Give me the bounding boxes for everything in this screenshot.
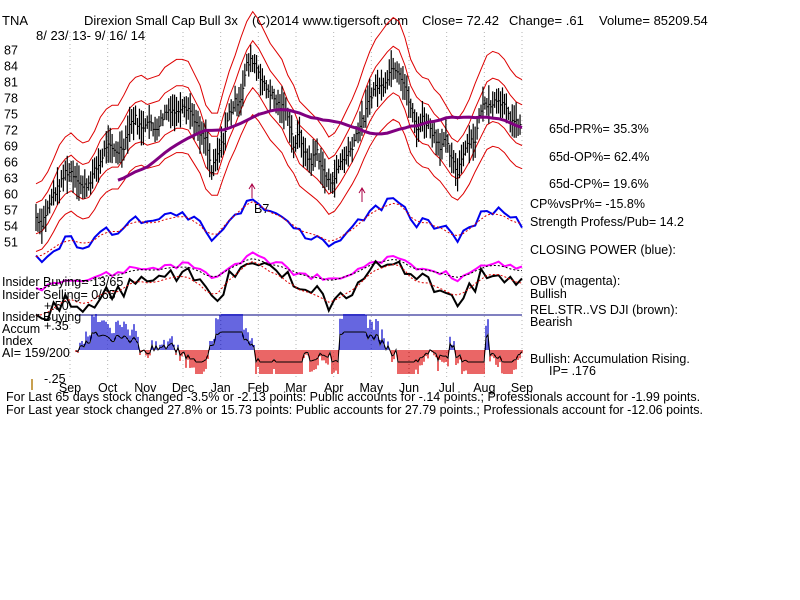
accumulation-histogram [75, 314, 523, 374]
up-arrow-head [358, 187, 366, 194]
y-tick-label: 51 [4, 235, 18, 249]
x-tick-label: May [360, 381, 384, 395]
closing-power-line [35, 197, 523, 264]
y-tick-label: 63 [4, 171, 18, 185]
y-tick-label: 81 [4, 75, 18, 89]
accum-label: Accum [2, 322, 40, 336]
closing-power-label: CLOSING POWER (blue): [530, 243, 676, 257]
moving-average-line [117, 108, 523, 182]
change-value: Change= .61 [509, 13, 584, 28]
up-arrow-head [248, 183, 256, 190]
x-tick-label: Feb [248, 381, 270, 395]
inner-upper-band [35, 39, 523, 204]
stock-name: Direxion Small Cap Bull 3x [84, 13, 238, 28]
y-axis-labels: 87 84 81 78 75 72 69 66 63 60 57 54 51 [4, 43, 18, 249]
x-tick-label: Oct [98, 381, 118, 395]
x-axis-labels: Sep Oct Nov Dec Jan Feb Mar Apr May Jun Jul Aug Sep [59, 381, 533, 395]
date-range: 8/ 23/ 13- 9/ 16/ 14 [36, 28, 145, 43]
obv-ma-line [35, 258, 523, 290]
plus35-label: +.35 [44, 319, 69, 333]
x-tick-label: Dec [172, 381, 194, 395]
y-tick-label: 78 [4, 91, 18, 105]
x-tick-label: Jul [439, 381, 455, 395]
upper-band [35, 10, 523, 185]
closing-power-ma-line [35, 201, 523, 258]
plus50-label: +.50 [44, 299, 69, 313]
x-tick-label: Apr [324, 381, 343, 395]
cpvspr-label: CP%vsPr%= -15.8% [530, 197, 645, 211]
index-label: Index [2, 334, 33, 348]
envelope-bands [35, 10, 523, 252]
inner-lower-band [35, 86, 523, 235]
footer-line-2: For Last year stock changed 27.8% or 15.… [6, 403, 703, 417]
accum-label-right: Bullish: Accumulation Rising. [530, 352, 690, 366]
ip-label: IP= .176 [549, 364, 596, 378]
op-label: 65d-OP%= 62.4% [549, 150, 649, 164]
b7-annotation: B7 [254, 202, 269, 216]
cp-label: 65d-CP%= 19.6% [549, 177, 649, 191]
relative-strength-line [35, 259, 523, 321]
x-tick-label: Aug [473, 381, 495, 395]
y-tick-label: 72 [4, 123, 18, 137]
lower-band [35, 113, 523, 252]
footer-line-1: For Last 65 days stock changed -3.5% or … [6, 390, 700, 404]
source: (C)2014 www.tigersoft.com [252, 13, 408, 28]
y-tick-label: 84 [4, 59, 18, 73]
y-tick-label: 69 [4, 139, 18, 153]
insider-buying-label: Insider Buying= 13/65 [2, 275, 123, 289]
close-value: Close= 72.42 [422, 13, 499, 28]
y-tick-label: 60 [4, 187, 18, 201]
y-tick-label: 75 [4, 107, 18, 121]
insider-buying-label-2: Insider Buying [2, 310, 81, 324]
obv-state-label: Bullish [530, 287, 567, 301]
x-tick-label: Jun [399, 381, 419, 395]
y-tick-label: 66 [4, 155, 18, 169]
x-tick-label: Jan [211, 381, 231, 395]
signal-arrows [248, 183, 366, 202]
y-tick-label: 54 [4, 219, 18, 233]
x-tick-label: Sep [511, 381, 533, 395]
price-bars [35, 44, 522, 244]
accumulation-ma-line [75, 331, 523, 364]
y-tick-label: 87 [4, 43, 18, 57]
strength-label: Strength Profess/Pub= 14.2 [530, 215, 684, 229]
insider-selling-label: Insider Selling= 0/65 [2, 288, 116, 302]
relstr-label: REL.STR..VS DJI (brown): [530, 303, 678, 317]
symbol: TNA [2, 13, 28, 28]
relative-strength-ma-line [35, 260, 523, 317]
vertical-gridlines [69, 32, 523, 380]
x-tick-label: Mar [285, 381, 307, 395]
volume-value: Volume= 85209.54 [599, 13, 708, 28]
relstr-state-label: Bearish [530, 315, 572, 329]
x-tick-label: Nov [134, 381, 157, 395]
ai-label: AI= 159/200 [2, 346, 70, 360]
pr-label: 65d-PR%= 35.3% [549, 122, 649, 136]
x-tick-label: Sep [59, 381, 81, 395]
minus25-label: -.25 [44, 372, 66, 386]
obv-label: OBV (magenta): [530, 274, 620, 288]
y-tick-label: 57 [4, 203, 18, 217]
